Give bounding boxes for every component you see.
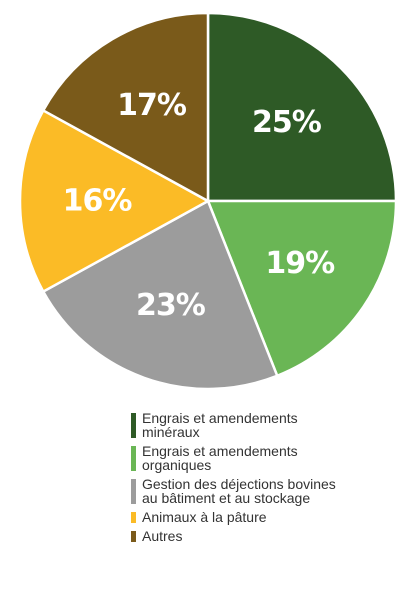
legend: Engrais et amendements minéraux Engrais … — [131, 411, 401, 548]
pie-value-label-animaux-pature: 16% — [63, 184, 133, 219]
pie-value-label-dejections-bovines: 23% — [136, 288, 206, 323]
pie-value-label-engrais-organiques: 19% — [265, 246, 335, 281]
pie-chart: 25% 19% 23% 16% 17% — [18, 11, 398, 391]
legend-label-dejections-bovines: Gestion des déjections bovines au bâtime… — [142, 476, 336, 506]
legend-swatch-autres — [131, 531, 136, 542]
pie-slice-engrais-mineraux — [206, 11, 398, 203]
pie-slice-dejections-bovines — [41, 199, 279, 391]
pie-slice-animaux-pature — [18, 108, 211, 294]
pie-slices — [18, 11, 398, 391]
legend-swatch-animaux-pature — [131, 512, 136, 523]
legend-item-dejections-bovines: Gestion des déjections bovines au bâtime… — [131, 477, 401, 505]
legend-label-engrais-organiques: Engrais et amendements organiques — [142, 443, 298, 473]
pie-value-label-autres: 17% — [117, 88, 187, 123]
legend-swatch-engrais-mineraux — [131, 413, 136, 438]
pie-value-labels: 25% 19% 23% 16% 17% — [63, 88, 336, 323]
legend-label-animaux-pature: Animaux à la pâture — [142, 509, 267, 525]
legend-item-engrais-mineraux: Engrais et amendements minéraux — [131, 411, 401, 439]
legend-label-engrais-mineraux: Engrais et amendements minéraux — [142, 410, 298, 440]
pie-slice-autres — [41, 11, 210, 204]
legend-item-animaux-pature: Animaux à la pâture — [131, 510, 401, 524]
legend-item-autres: Autres — [131, 529, 401, 543]
pie-value-label-engrais-mineraux: 25% — [252, 105, 322, 140]
legend-swatch-engrais-organiques — [131, 446, 136, 471]
legend-swatch-dejections-bovines — [131, 479, 136, 504]
legend-item-engrais-organiques: Engrais et amendements organiques — [131, 444, 401, 472]
legend-label-autres: Autres — [142, 528, 183, 544]
pie-slice-engrais-organiques — [206, 199, 398, 378]
